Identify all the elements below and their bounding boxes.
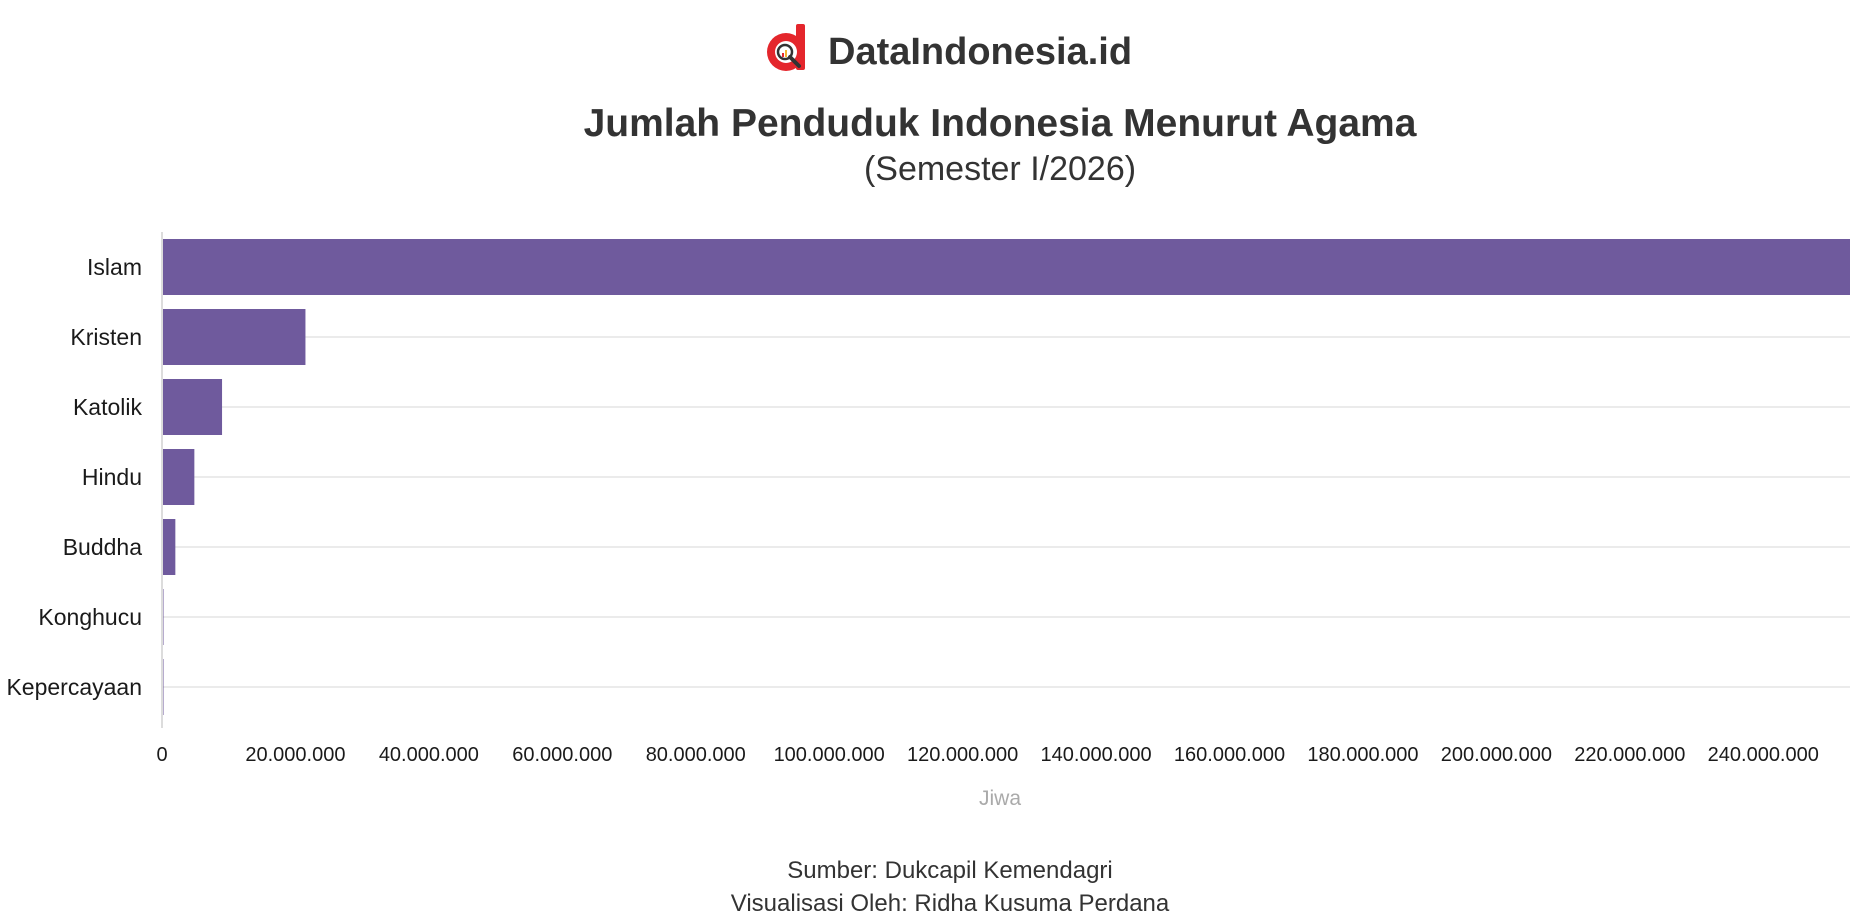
gridlines	[162, 266, 1850, 688]
bar-katolik[interactable]	[162, 379, 223, 435]
x-axis-title: Jiwa	[979, 787, 1021, 810]
x-tick-label: 60.000.000	[512, 744, 612, 766]
source-caption: Sumber: Dukcapil Kemendagri	[787, 857, 1113, 884]
x-tick-label: 220.000.000	[1574, 744, 1685, 766]
category-label: Kristen	[70, 324, 142, 350]
brand-name: DataIndonesia.id	[828, 31, 1132, 73]
bars	[162, 239, 1850, 715]
x-tick-label: 80.000.000	[646, 744, 746, 766]
category-label: Islam	[87, 254, 142, 280]
category-label: Katolik	[73, 394, 143, 420]
bar-islam[interactable]	[162, 239, 1850, 295]
x-tick-label: 160.000.000	[1174, 744, 1285, 766]
category-label: Konghucu	[38, 604, 142, 630]
x-tick-label: 20.000.000	[245, 744, 345, 766]
x-tick-label: 240.000.000	[1708, 744, 1819, 766]
chart-title: Jumlah Penduduk Indonesia Menurut Agama	[584, 102, 1417, 145]
category-label: Buddha	[63, 534, 143, 560]
chart-subtitle: (Semester I/2026)	[864, 150, 1136, 188]
x-tick-label: 100.000.000	[774, 744, 885, 766]
category-labels: Islam Kristen Katolik Hindu Buddha Konghucu Ke…	[6, 254, 142, 700]
x-tick-label: 0	[156, 744, 167, 766]
x-tick-labels: 0 20.000.000 40.000.000 60.000.000 80.000.00…	[156, 744, 1818, 766]
bar-buddha[interactable]	[162, 519, 176, 575]
category-label: Kepercayaan	[6, 674, 142, 700]
brand-logo-icon	[767, 24, 805, 71]
x-tick-label: 140.000.000	[1040, 744, 1151, 766]
credit-caption: Visualisasi Oleh: Ridha Kusuma Perdana	[731, 890, 1170, 913]
bar-kristen[interactable]	[162, 309, 306, 365]
x-tick-label: 200.000.000	[1441, 744, 1552, 766]
x-tick-label: 180.000.000	[1307, 744, 1418, 766]
x-tick-label: 40.000.000	[379, 744, 479, 766]
bar-hindu[interactable]	[162, 449, 195, 505]
category-label: Hindu	[82, 464, 142, 490]
x-tick-label: 120.000.000	[907, 744, 1018, 766]
